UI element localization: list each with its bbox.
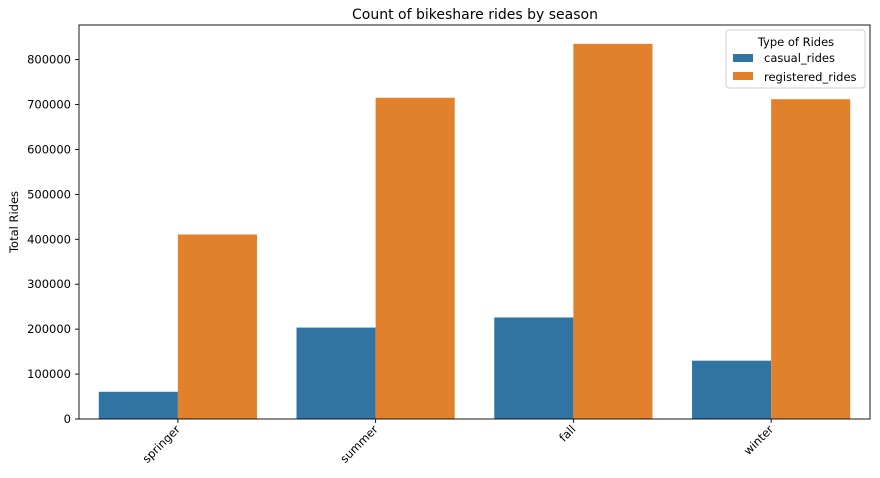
legend-label-registered-rides: registered_rides <box>764 70 857 84</box>
y-tick-label: 300000 <box>27 277 71 291</box>
x-tick-label-fall: fall <box>556 422 578 444</box>
bars-layer <box>98 43 851 420</box>
y-tick-label: 0 <box>64 412 71 426</box>
y-tick-label: 600000 <box>27 142 71 156</box>
y-tick-label: 800000 <box>27 53 71 67</box>
y-tick-label: 200000 <box>27 322 71 336</box>
y-tick-label: 700000 <box>27 98 71 112</box>
y-tick-label: 500000 <box>27 187 71 201</box>
legend-title: Type of Rides <box>757 35 834 49</box>
bar-registered-rides-fall <box>573 43 653 420</box>
x-tick-label-springer: springer <box>139 422 183 466</box>
y-tick-label: 400000 <box>27 232 71 246</box>
legend-label-casual-rides: casual_rides <box>764 51 835 65</box>
legend-swatch-casual-rides <box>733 54 753 62</box>
legend-swatch-registered-rides <box>733 72 753 80</box>
bar-casual-rides-springer <box>98 391 178 419</box>
bar-registered-rides-winter <box>771 99 851 419</box>
legend-box <box>725 29 866 89</box>
x-tick-label-winter: winter <box>741 422 777 458</box>
bar-registered-rides-springer <box>177 234 257 419</box>
x-axis: springer summer fall winter <box>139 419 776 466</box>
y-axis: 0 100000 200000 300000 400000 500000 600000 700… <box>27 53 79 426</box>
bar-casual-rides-fall <box>494 317 574 419</box>
legend: Type of Rides casual_rides registered_ri… <box>725 29 866 89</box>
x-tick-label-summer: summer <box>337 422 381 466</box>
bar-casual-rides-winter <box>692 360 772 419</box>
plot-frame <box>78 24 871 420</box>
chart-title: Count of bikeshare rides by season <box>352 7 598 23</box>
y-tick-label: 100000 <box>27 367 71 381</box>
bar-registered-rides-summer <box>375 97 455 419</box>
bar-casual-rides-summer <box>296 327 376 419</box>
y-axis-label: Total Rides <box>7 191 21 254</box>
